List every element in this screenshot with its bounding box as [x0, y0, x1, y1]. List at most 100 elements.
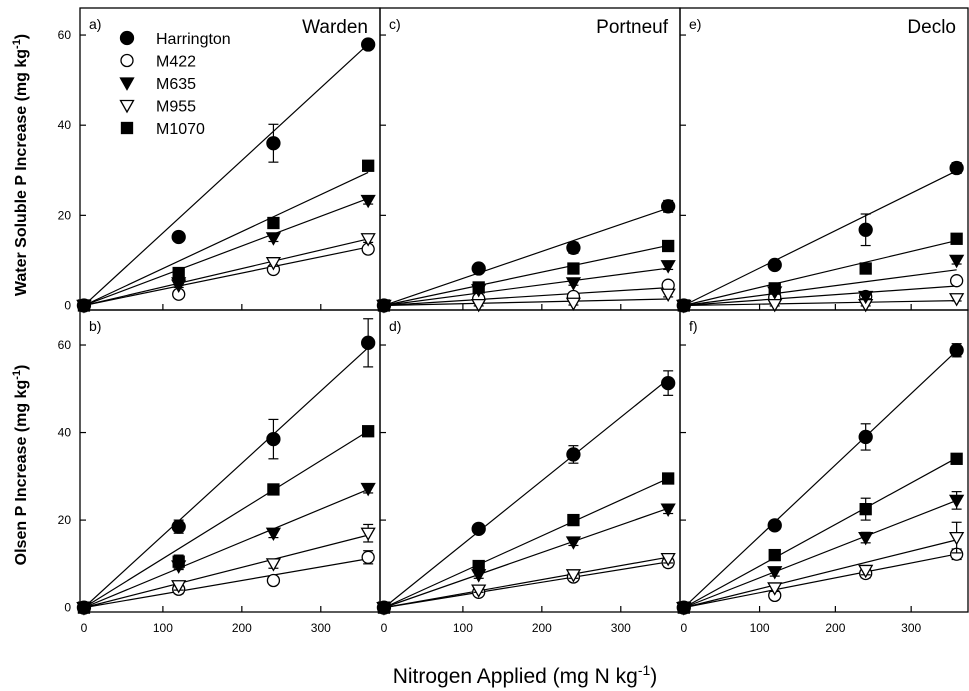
data-point — [858, 531, 874, 546]
panel-d-xtick-label: 300 — [611, 621, 631, 635]
panel-f-fit-m955 — [683, 539, 957, 609]
panel-c-label: c) — [389, 16, 401, 32]
panel-c-fit-m1070 — [383, 244, 669, 307]
data-point — [471, 298, 487, 313]
panel-f-xtick-label: 100 — [750, 621, 770, 635]
panel-b-fit-m955 — [83, 534, 369, 609]
data-point — [662, 472, 675, 485]
panel-c-series-harrington — [376, 199, 676, 313]
data-point — [361, 335, 376, 350]
data-point — [265, 558, 282, 572]
y-axis-label-bottom: Olsen P Increase (mg kg-1) — [11, 365, 30, 566]
data-point — [660, 288, 676, 303]
data-point — [171, 519, 186, 534]
panel-d: 0 100 200 300 d) — [376, 309, 681, 635]
panel-a-label: a) — [89, 16, 101, 32]
legend-marker-m635 — [119, 77, 135, 91]
data-point — [949, 494, 965, 509]
data-point — [676, 600, 691, 615]
data-point — [267, 216, 280, 230]
data-point — [858, 222, 873, 237]
data-point — [767, 257, 782, 273]
panel-a-series-m955 — [76, 233, 376, 314]
data-point — [660, 260, 676, 274]
data-point — [565, 297, 582, 312]
data-point — [949, 254, 965, 269]
panel-a-fit-m422 — [83, 246, 369, 307]
data-point — [662, 239, 675, 253]
data-point — [360, 194, 376, 209]
legend-marker-m422 — [120, 53, 134, 68]
data-point — [172, 555, 185, 568]
panel-b-fit-m1070 — [83, 430, 369, 609]
panel-b-xtick-label: 300 — [311, 621, 331, 635]
data-point — [949, 343, 964, 358]
legend-label-m955: M955 — [156, 99, 196, 116]
panel-f-fit-harrington — [683, 350, 958, 609]
panel-e-frame — [679, 7, 969, 311]
data-point — [949, 293, 965, 307]
data-point — [767, 566, 783, 580]
data-point — [567, 513, 580, 527]
data-point — [660, 503, 676, 517]
panel-b-fit-harrington — [83, 347, 369, 609]
panel-b-ytick-label: 40 — [58, 426, 72, 440]
data-point — [566, 240, 581, 255]
data-point — [767, 582, 783, 596]
panel-a-frame — [79, 7, 381, 311]
data-point — [360, 233, 376, 247]
panel-a-fit-m1070 — [83, 171, 369, 307]
data-point — [567, 262, 580, 275]
panel-b: 0 20 40 60 0 100 200 300 b) — [58, 309, 381, 635]
data-point — [565, 536, 582, 550]
data-point — [76, 600, 92, 615]
panel-e-fit-m635 — [683, 269, 957, 307]
data-point — [949, 160, 964, 176]
data-point — [768, 282, 781, 295]
y-axis-label-top: Water Soluble P Increase (mg kg-1) — [11, 34, 30, 296]
panel-b-label: b) — [89, 318, 101, 334]
panel-c-soil-title: Portneuf — [596, 17, 669, 38]
panel-b-series-harrington — [76, 318, 376, 615]
panel-a-fit-harrington — [83, 43, 369, 306]
panel-e-fit-m1070 — [683, 240, 957, 307]
data-point — [768, 548, 781, 562]
legend-marker-m1070 — [120, 121, 134, 135]
legend-marker-m955 — [119, 99, 135, 114]
data-point — [267, 483, 280, 496]
legend-label-harrington: Harrington — [156, 31, 231, 48]
panel-a-ytick-label: 0 — [64, 298, 71, 312]
panel-f-fit-m1070 — [683, 457, 957, 609]
panel-a-ytick-label: 40 — [58, 118, 72, 132]
data-point — [265, 527, 282, 542]
panel-b-ytick-label: 20 — [58, 513, 72, 527]
data-point — [360, 482, 376, 497]
panel-d-series-m635 — [376, 503, 676, 616]
panel-a-fit-m955 — [83, 238, 369, 307]
panel-f: 0 100 200 300 f) — [676, 309, 969, 635]
data-point — [472, 281, 485, 294]
panel-b-xtick-label: 200 — [232, 621, 252, 635]
data-point — [265, 232, 282, 246]
data-point — [471, 261, 486, 276]
panel-d-xtick-label: 0 — [381, 621, 388, 635]
data-point — [266, 431, 281, 447]
panel-a-soil-title: Warden — [302, 17, 368, 38]
panel-b-frame — [79, 309, 381, 613]
data-point — [361, 550, 375, 564]
panel-e-series-m422 — [677, 274, 964, 313]
data-point — [266, 573, 281, 588]
data-point — [360, 527, 376, 542]
data-point — [76, 298, 92, 313]
data-point — [660, 552, 676, 567]
panel-c-fit-harrington — [383, 207, 669, 307]
data-point — [949, 274, 964, 288]
panel-d-series-harrington — [376, 370, 676, 615]
panel-d-fit-m955 — [383, 556, 669, 609]
panel-f-xtick-label: 0 — [680, 621, 687, 635]
panel-b-fit-m635 — [83, 488, 369, 609]
data-point — [171, 580, 187, 594]
panel-c-series-m422 — [377, 278, 675, 313]
data-point — [859, 502, 872, 516]
panel-f-fit-m635 — [683, 499, 957, 609]
